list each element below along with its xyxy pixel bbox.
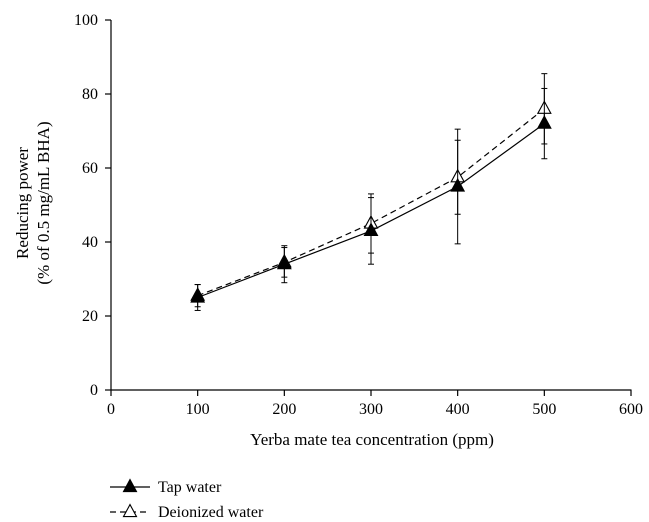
y-tick-label: 40: [82, 234, 98, 251]
y-tick-label: 60: [82, 160, 98, 177]
y-axis-title-line-2: (% of 0.5 mg/mL BHA): [34, 121, 53, 284]
legend-marker-tap-water: [122, 478, 138, 493]
data-point-tap-water: [276, 255, 292, 270]
axes: 0 100 200 300 400 500 600 0 20 40 60 80 100: [74, 12, 643, 418]
y-tick-label: 100: [74, 12, 98, 29]
x-tick-label: 100: [186, 401, 210, 418]
x-tick-label: 300: [359, 401, 383, 418]
x-tick-label: 0: [107, 401, 115, 418]
y-axis-title-line-1: Reducing power: [13, 147, 32, 259]
legend-item-deionized-water: Deionized water: [110, 503, 264, 521]
series-line-deionized-water: [197, 108, 545, 297]
x-tick-label: 600: [619, 401, 643, 418]
x-axis-title: Yerba mate tea concentration (ppm): [250, 430, 494, 449]
y-tick-label: 20: [82, 308, 98, 325]
legend-label-deionized-water: Deionized water: [158, 504, 264, 521]
y-tick-label: 80: [82, 86, 98, 103]
legend-marker-deionized-water: [122, 503, 138, 518]
data-point-tap-water: [363, 222, 379, 237]
y-tick-label: 0: [90, 382, 98, 399]
x-tick-label: 500: [532, 401, 556, 418]
legend-label-tap-water: Tap water: [158, 479, 222, 496]
legend-item-tap-water: Tap water: [110, 478, 222, 496]
legend: Tap water Deionized water: [110, 478, 264, 521]
series-layer: [190, 73, 552, 311]
x-tick-label: 200: [272, 401, 296, 418]
series-deionized-water: [190, 73, 552, 308]
series-tap-water: [190, 87, 552, 311]
data-point-tap-water: [190, 288, 206, 303]
x-tick-label: 400: [446, 401, 470, 418]
data-point-tap-water: [450, 177, 466, 192]
data-point-tap-water: [536, 115, 552, 129]
y-axis-title: Reducing power (% of 0.5 mg/mL BHA): [13, 121, 53, 284]
